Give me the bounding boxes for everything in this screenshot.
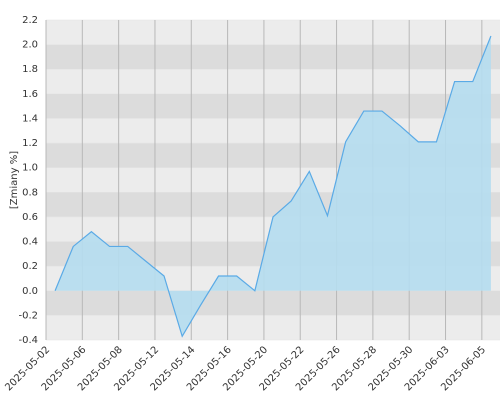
y-tick-label: 0.4	[22, 237, 38, 248]
y-tick-label: 1.6	[22, 89, 38, 100]
y-axis-label: [Zmiany %]	[9, 151, 20, 209]
y-tick-label: 1.8	[22, 64, 38, 75]
y-tick-label: 0.6	[22, 212, 38, 223]
band	[46, 290, 500, 316]
y-tick-label: 0.8	[22, 187, 38, 198]
band	[46, 93, 500, 119]
y-tick-label: -0.2	[18, 310, 38, 321]
band	[46, 315, 500, 340]
band	[46, 44, 500, 70]
y-tick-label: 1.2	[22, 138, 38, 149]
y-tick-label: 2.0	[22, 40, 38, 51]
y-tick-label: -0.4	[18, 335, 38, 346]
y-tick-label: 1.4	[22, 113, 38, 124]
line	[54, 35, 492, 338]
area-fill	[55, 36, 491, 337]
y-tick-label: 0.0	[22, 286, 38, 297]
band	[46, 20, 500, 45]
y-tick-label: 0.2	[22, 261, 38, 272]
band	[46, 69, 500, 94]
y-tick-label: 2.2	[22, 15, 38, 26]
y-tick-label: 1.0	[22, 163, 38, 174]
band	[46, 118, 500, 144]
